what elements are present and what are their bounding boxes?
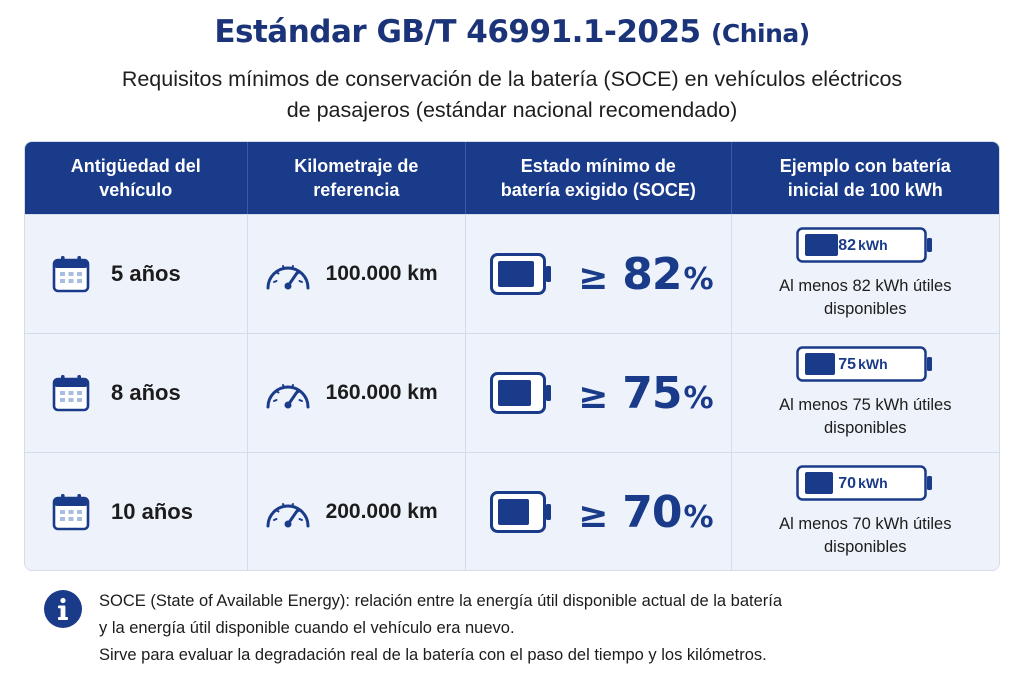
header-soce-line2: batería exigido (SOCE) bbox=[500, 180, 696, 200]
header-km: Kilometraje de referencia bbox=[248, 142, 467, 214]
example-line1: Al menos 70 kWh útiles bbox=[779, 515, 952, 533]
battery-icon bbox=[796, 465, 933, 501]
cell-example: 70 kWh Al menos 70 kWh útiles disponibles bbox=[732, 453, 999, 570]
kwh-unit: kWh bbox=[858, 475, 888, 491]
cell-soce: ≥75% bbox=[466, 334, 732, 452]
title-main: Estándar GB/T 46991.1-2025 bbox=[214, 14, 701, 50]
page-title: Estándar GB/T 46991.1-2025 (China) bbox=[0, 14, 1024, 50]
note-line2: y la energía útil disponible cuando el v… bbox=[99, 619, 515, 637]
ge-symbol: ≥ bbox=[578, 256, 609, 298]
header-example-line1: Ejemplo con batería bbox=[779, 156, 951, 176]
note-line1: SOCE (State of Available Energy): relaci… bbox=[99, 592, 783, 610]
kwh-value: 75 kWh bbox=[838, 346, 887, 382]
cell-soce: ≥70% bbox=[466, 453, 732, 570]
soce-number: 75 bbox=[622, 367, 682, 419]
speedometer-icon bbox=[266, 265, 310, 290]
age-value: 10 años bbox=[111, 499, 193, 524]
kwh-value: 70 kWh bbox=[838, 465, 887, 501]
calendar-icon bbox=[52, 494, 90, 531]
kwh-value: 82 kWh bbox=[838, 227, 887, 263]
kwh-unit: kWh bbox=[858, 237, 888, 253]
example-line2: disponibles bbox=[824, 300, 907, 318]
header-soce-line1: Estado mínimo de bbox=[520, 156, 676, 176]
battery-icon bbox=[796, 346, 933, 382]
example-battery: 70 kWh bbox=[796, 465, 934, 501]
cell-age: 5 años bbox=[25, 215, 248, 333]
header-age: Antigüedad del vehículo bbox=[25, 142, 248, 214]
km-value: 200.000 km bbox=[325, 500, 438, 523]
soce-value: ≥82% bbox=[578, 249, 713, 300]
table-row: 8 años 160.000 km ≥75% bbox=[25, 333, 999, 452]
example-line1: Al menos 75 kWh útiles bbox=[779, 396, 952, 414]
cell-example: 82 kWh Al menos 82 kWh útiles disponibles bbox=[732, 215, 999, 333]
calendar-icon bbox=[52, 375, 90, 412]
cell-soce: ≥82% bbox=[466, 215, 732, 333]
speedometer-icon bbox=[266, 503, 310, 528]
battery-icon bbox=[490, 491, 552, 533]
soce-number: 70 bbox=[622, 486, 682, 538]
ge-symbol: ≥ bbox=[578, 375, 609, 417]
soce-value: ≥70% bbox=[578, 487, 713, 538]
requirements-table: Antigüedad del vehículo Kilometraje de ref… bbox=[24, 141, 1000, 571]
kwh-number: 70 bbox=[838, 475, 857, 492]
header-km-line1: Kilometraje de bbox=[294, 156, 419, 176]
note-text: SOCE (State of Available Energy): relaci… bbox=[99, 588, 979, 669]
cell-age: 8 años bbox=[25, 334, 248, 452]
title-country: (China) bbox=[710, 19, 810, 48]
km-value: 160.000 km bbox=[325, 381, 438, 404]
percent-sign: % bbox=[683, 499, 714, 535]
km-value: 100.000 km bbox=[325, 262, 438, 285]
subtitle-line2: de pasajeros (estándar nacional recomend… bbox=[286, 98, 738, 122]
ge-symbol: ≥ bbox=[578, 494, 609, 536]
battery-icon bbox=[796, 227, 933, 263]
age-value: 8 años bbox=[111, 380, 181, 405]
soce-number: 82 bbox=[622, 248, 682, 300]
header-soce: Estado mínimo de batería exigido (SOCE) bbox=[466, 142, 732, 214]
header-example-line2: inicial de 100 kWh bbox=[787, 180, 943, 200]
header-example: Ejemplo con batería inicial de 100 kWh bbox=[732, 142, 999, 214]
note-line3: Sirve para evaluar la degradación real d… bbox=[99, 646, 767, 664]
battery-icon bbox=[490, 372, 552, 414]
cell-km: 200.000 km bbox=[248, 453, 467, 570]
table-header: Antigüedad del vehículo Kilometraje de ref… bbox=[25, 142, 999, 214]
table-row: 10 años 200.000 km ≥70% bbox=[25, 452, 999, 570]
kwh-number: 82 bbox=[838, 237, 857, 254]
example-text: Al menos 82 kWh útiles disponibles bbox=[745, 275, 985, 321]
header-age-line1: Antigüedad del bbox=[70, 156, 201, 176]
speedometer-icon bbox=[266, 384, 310, 409]
header-km-line2: referencia bbox=[313, 180, 400, 200]
cell-km: 160.000 km bbox=[248, 334, 467, 452]
example-battery: 82 kWh bbox=[796, 227, 934, 263]
example-line1: Al menos 82 kWh útiles bbox=[779, 277, 952, 295]
kwh-unit: kWh bbox=[858, 356, 888, 372]
info-icon bbox=[44, 590, 82, 628]
cell-example: 75 kWh Al menos 75 kWh útiles disponibles bbox=[732, 334, 999, 452]
header-age-line2: vehículo bbox=[99, 180, 173, 200]
calendar-icon bbox=[52, 256, 90, 293]
example-line2: disponibles bbox=[824, 419, 907, 437]
example-text: Al menos 75 kWh útiles disponibles bbox=[745, 394, 985, 440]
example-text: Al menos 70 kWh útiles disponibles bbox=[745, 513, 985, 559]
example-battery: 75 kWh bbox=[796, 346, 934, 382]
kwh-number: 75 bbox=[838, 356, 857, 373]
percent-sign: % bbox=[683, 380, 714, 416]
age-value: 5 años bbox=[111, 261, 181, 286]
battery-icon bbox=[490, 253, 552, 295]
soce-value: ≥75% bbox=[578, 368, 713, 419]
subtitle-line1: Requisitos mínimos de conservación de la… bbox=[121, 67, 903, 91]
table-row: 5 años 100.000 km ≥82% bbox=[25, 214, 999, 333]
cell-age: 10 años bbox=[25, 453, 248, 570]
page-subtitle: Requisitos mínimos de conservación de la… bbox=[0, 64, 1024, 126]
example-line2: disponibles bbox=[824, 538, 907, 556]
cell-km: 100.000 km bbox=[248, 215, 467, 333]
percent-sign: % bbox=[683, 261, 714, 297]
